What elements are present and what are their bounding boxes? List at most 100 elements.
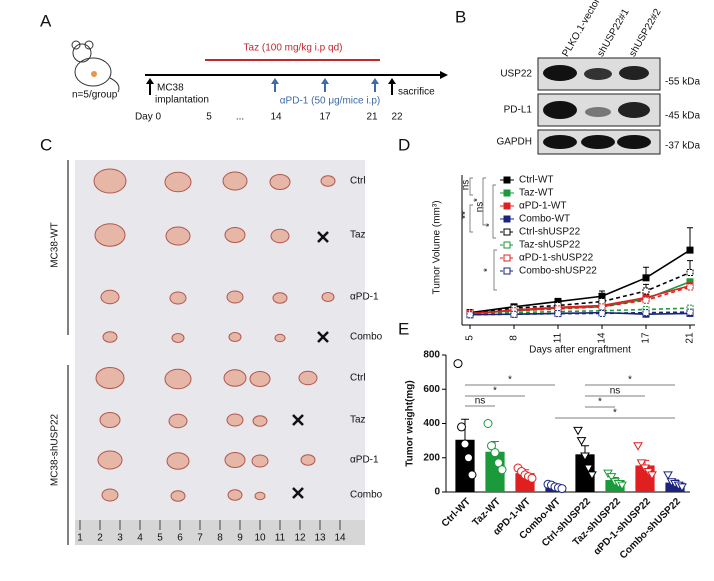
- point: [587, 471, 597, 480]
- panel-label: C: [40, 135, 52, 154]
- day-label: 21: [366, 112, 378, 123]
- significance: *: [483, 268, 494, 272]
- tumor: [95, 367, 125, 389]
- legend-marker: [503, 241, 511, 249]
- tumor: [170, 490, 186, 502]
- implant-label: implantation: [155, 95, 209, 106]
- y-tick-label: 800: [423, 350, 440, 361]
- x-tick-label: Ctrl-WT: [440, 496, 473, 529]
- series-line: [469, 307, 691, 315]
- y-axis-title: Tumor weight(mg): [405, 380, 416, 466]
- kda-label: -45 kDa: [665, 111, 700, 122]
- point: [686, 283, 694, 291]
- point: [583, 464, 594, 474]
- ruler-label: 12: [294, 533, 306, 544]
- tumor: [320, 175, 336, 187]
- series-line: [469, 249, 691, 314]
- significance: ns: [610, 386, 621, 397]
- series-line: [469, 286, 691, 315]
- tumor: [224, 227, 246, 243]
- point: [677, 483, 687, 492]
- tumor: [97, 450, 123, 470]
- tumor: [169, 291, 187, 305]
- ruler-label: 5: [157, 533, 163, 544]
- tumor: [251, 454, 269, 468]
- significance: **: [461, 211, 472, 219]
- point: [490, 448, 500, 458]
- legend-label: Combo-WT: [519, 214, 570, 225]
- point: [686, 308, 694, 316]
- legend-label: Taz-shUSP22: [519, 240, 581, 251]
- tumor: [168, 413, 188, 429]
- point: [642, 274, 650, 282]
- tumor: [164, 171, 192, 193]
- row-label: Taz: [350, 415, 366, 426]
- panel-label: A: [40, 11, 52, 30]
- significance: *: [628, 375, 632, 386]
- y-tick-label: 600: [423, 384, 440, 395]
- y-axis-title: Tumor Volume (mm³): [432, 200, 443, 294]
- significance: *: [598, 397, 602, 408]
- tumor: [171, 333, 185, 343]
- x-marks: [292, 231, 329, 499]
- row-label: αPD-1: [350, 455, 379, 466]
- point: [598, 309, 606, 317]
- arrows: [146, 78, 396, 95]
- tumor: [223, 369, 247, 387]
- point: [580, 452, 590, 462]
- point: [457, 422, 466, 432]
- tumors: [93, 168, 336, 502]
- point: [617, 481, 627, 491]
- group-size: n=5/group: [72, 90, 118, 101]
- tumor: [300, 454, 316, 466]
- significance: *: [485, 223, 496, 227]
- blot-row-label: PD-L1: [504, 105, 533, 116]
- photo: [75, 160, 365, 545]
- legend-label: Taz-WT: [519, 188, 553, 199]
- legend-marker: [503, 254, 511, 262]
- point: [606, 473, 617, 482]
- y-tick-label: 200: [423, 452, 440, 463]
- apd1-label: αPD-1 (50 μg/mice i.p): [280, 96, 380, 107]
- tumor: [93, 168, 127, 194]
- significance: *: [473, 198, 484, 202]
- point: [598, 303, 606, 311]
- point: [642, 287, 650, 295]
- tumor: [270, 228, 290, 244]
- ruler-label: 1: [77, 533, 83, 544]
- blot-row-label: USP22: [500, 69, 532, 80]
- point: [633, 442, 643, 451]
- significance: ns: [461, 180, 472, 191]
- tumor: [165, 226, 191, 246]
- day-label: 22: [391, 112, 403, 123]
- legend-label: Combo-shUSP22: [519, 266, 597, 277]
- legend-marker: [503, 189, 511, 197]
- tumor: [101, 488, 119, 502]
- point: [483, 419, 493, 428]
- bar: [575, 454, 595, 492]
- legend-label: Ctrl-WT: [519, 175, 553, 186]
- point: [576, 437, 587, 446]
- point: [686, 246, 694, 254]
- error-bar: [687, 227, 693, 251]
- tumor: [166, 452, 190, 470]
- ruler-label: 2: [97, 533, 103, 544]
- row-label: Ctrl: [350, 373, 366, 384]
- ruler-label: 7: [197, 533, 203, 544]
- point: [686, 269, 694, 277]
- tumor: [164, 368, 192, 390]
- point: [466, 311, 474, 319]
- significance: *: [613, 408, 617, 419]
- ruler-label: 14: [334, 533, 346, 544]
- x-tick-label: 5: [465, 335, 476, 341]
- blot: [537, 57, 661, 155]
- tumor: [254, 491, 266, 501]
- x-tick-label: 17: [641, 332, 652, 344]
- significance-bracket: [492, 184, 496, 239]
- blot-row-label: GAPDH: [496, 137, 532, 148]
- ruler-label: 8: [217, 533, 223, 544]
- row-label: Combo: [350, 490, 383, 501]
- point: [663, 471, 673, 480]
- y-tick-label: 0: [434, 487, 440, 498]
- tumor: [228, 332, 242, 342]
